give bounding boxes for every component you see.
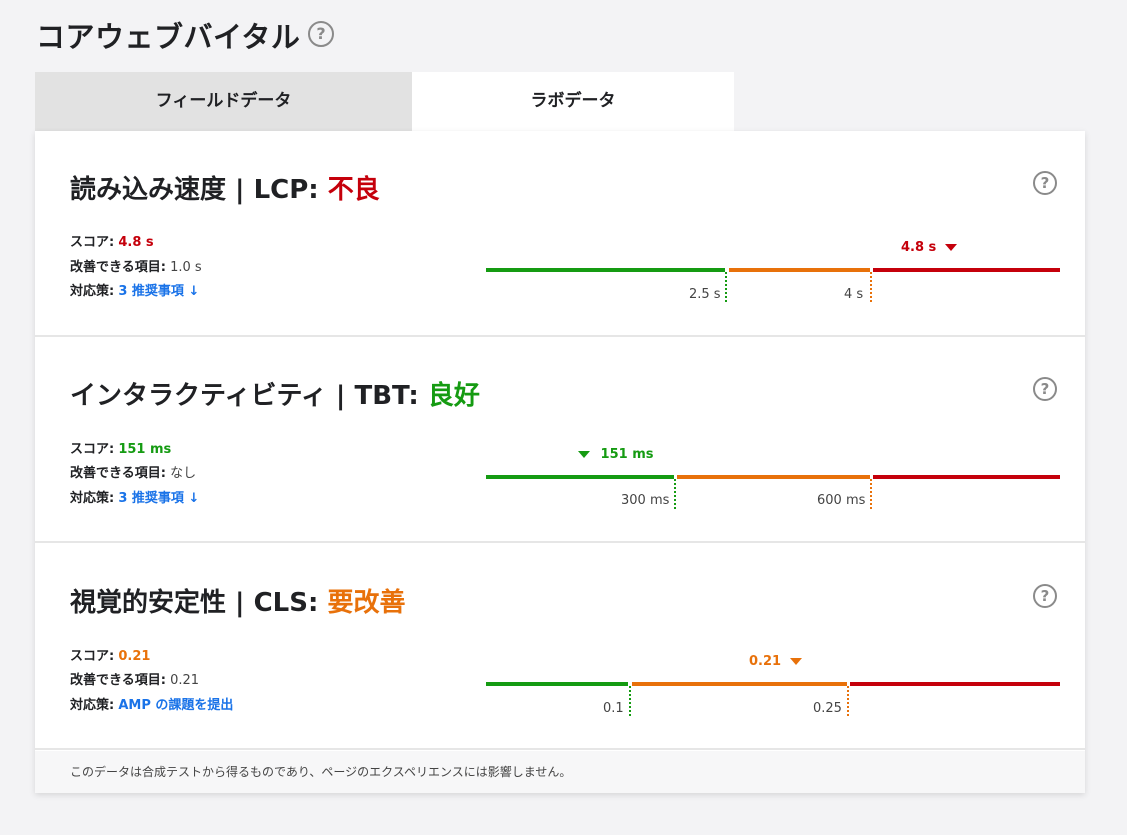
metric-section-tbt: インタラクティビティ | TBT: 良好 ? スコア: 151 ms 改善できる… [35, 337, 1085, 543]
threshold-label: 2.5 s [689, 287, 721, 302]
threshold-label: 600 ms [817, 493, 866, 508]
marker-label: 0.21 [749, 654, 782, 669]
improve-row: 改善できる項目: 0.21 [70, 669, 199, 688]
marker-arrow-icon [944, 244, 957, 251]
help-icon[interactable]: ? [308, 21, 334, 47]
score-value: 151 ms [118, 442, 172, 457]
metric-name: 読み込み速度 | LCP: [70, 175, 319, 205]
marker-label: 151 ms [600, 447, 654, 462]
needs-improvement-range-bar [677, 475, 870, 479]
needs-improvement-range-bar [729, 268, 870, 272]
improve-value: 1.0 s [170, 260, 202, 275]
submit-amp-issue-link[interactable]: AMP の課題を提出 [118, 698, 234, 713]
improve-value: なし [170, 466, 197, 481]
marker-label: 4.8 s [901, 240, 937, 255]
tab-lab-data[interactable]: ラボデータ [412, 72, 734, 131]
tab-field-data[interactable]: フィールドデータ [35, 72, 412, 131]
metric-title: 読み込み速度 | LCP: 不良 [70, 169, 380, 206]
metric-section-lcp: 読み込み速度 | LCP: 不良 ? スコア: 4.8 s 改善できる項目: 1… [35, 131, 1085, 337]
threshold-tick [870, 272, 872, 302]
threshold-label: 0.1 [603, 701, 624, 716]
good-range-bar [486, 475, 674, 479]
improve-label: 改善できる項目: [70, 673, 166, 688]
good-range-bar [486, 682, 628, 686]
metric-title: インタラクティビティ | TBT: 良好 [70, 375, 480, 412]
threshold-tick [725, 272, 727, 302]
score-row: スコア: 4.8 s [70, 231, 154, 250]
poor-range-bar [873, 268, 1060, 272]
threshold-label: 0.25 [813, 701, 842, 716]
tab-bar: フィールドデータ ラボデータ [35, 72, 734, 131]
score-label: スコア: [70, 235, 115, 250]
score-marker: 0.21 [749, 654, 802, 669]
recommendations-link[interactable]: 3 推奨事項 ↓ [118, 284, 200, 299]
score-row: スコア: 0.21 [70, 645, 150, 664]
help-icon[interactable]: ? [1033, 377, 1057, 401]
threshold-tick [674, 479, 676, 509]
help-icon[interactable]: ? [1033, 584, 1057, 608]
score-label: スコア: [70, 649, 115, 664]
metric-status: 不良 [327, 175, 380, 205]
metric-status: 良好 [427, 381, 480, 411]
metric-section-cls: 視覚的安定性 | CLS: 要改善 ? スコア: 0.21 改善できる項目: 0… [35, 544, 1085, 750]
score-marker: 151 ms [578, 447, 653, 462]
footer-note: このデータは合成テストから得るものであり、ページのエクスペリエンスには影響しませ… [35, 751, 1085, 793]
action-label: 対応策: [70, 284, 115, 299]
metric-name: インタラクティビティ | TBT: [70, 381, 419, 411]
score-value: 4.8 s [118, 235, 154, 250]
page-title: コアウェブバイタル [36, 20, 301, 54]
action-row: 対応策: 3 推奨事項 ↓ [70, 487, 199, 506]
metrics-card: 読み込み速度 | LCP: 不良 ? スコア: 4.8 s 改善できる項目: 1… [35, 131, 1085, 793]
improve-label: 改善できる項目: [70, 260, 166, 275]
metric-name: 視覚的安定性 | CLS: [70, 588, 319, 618]
threshold-tick [629, 686, 631, 716]
poor-range-bar [850, 682, 1060, 686]
score-row: スコア: 151 ms [70, 438, 171, 457]
metric-title: 視覚的安定性 | CLS: 要改善 [70, 582, 405, 619]
improve-row: 改善できる項目: 1.0 s [70, 256, 202, 275]
recommendations-link[interactable]: 3 推奨事項 ↓ [118, 491, 200, 506]
improve-value: 0.21 [170, 673, 200, 688]
score-marker: 4.8 s [901, 240, 957, 255]
help-icon[interactable]: ? [1033, 171, 1057, 195]
good-range-bar [486, 268, 725, 272]
action-label: 対応策: [70, 698, 115, 713]
improve-row: 改善できる項目: なし [70, 462, 196, 481]
score-value: 0.21 [118, 649, 151, 664]
marker-arrow-icon [578, 451, 590, 458]
action-row: 対応策: AMP の課題を提出 [70, 694, 233, 713]
metric-status: 要改善 [327, 588, 406, 618]
threshold-label: 300 ms [621, 493, 670, 508]
score-label: スコア: [70, 442, 115, 457]
action-row: 対応策: 3 推奨事項 ↓ [70, 280, 199, 299]
poor-range-bar [873, 475, 1060, 479]
action-label: 対応策: [70, 491, 115, 506]
marker-arrow-icon [789, 658, 802, 665]
threshold-label: 4 s [844, 287, 864, 302]
needs-improvement-range-bar [632, 682, 847, 686]
threshold-tick [847, 686, 849, 716]
improve-label: 改善できる項目: [70, 466, 166, 481]
threshold-tick [870, 479, 872, 509]
